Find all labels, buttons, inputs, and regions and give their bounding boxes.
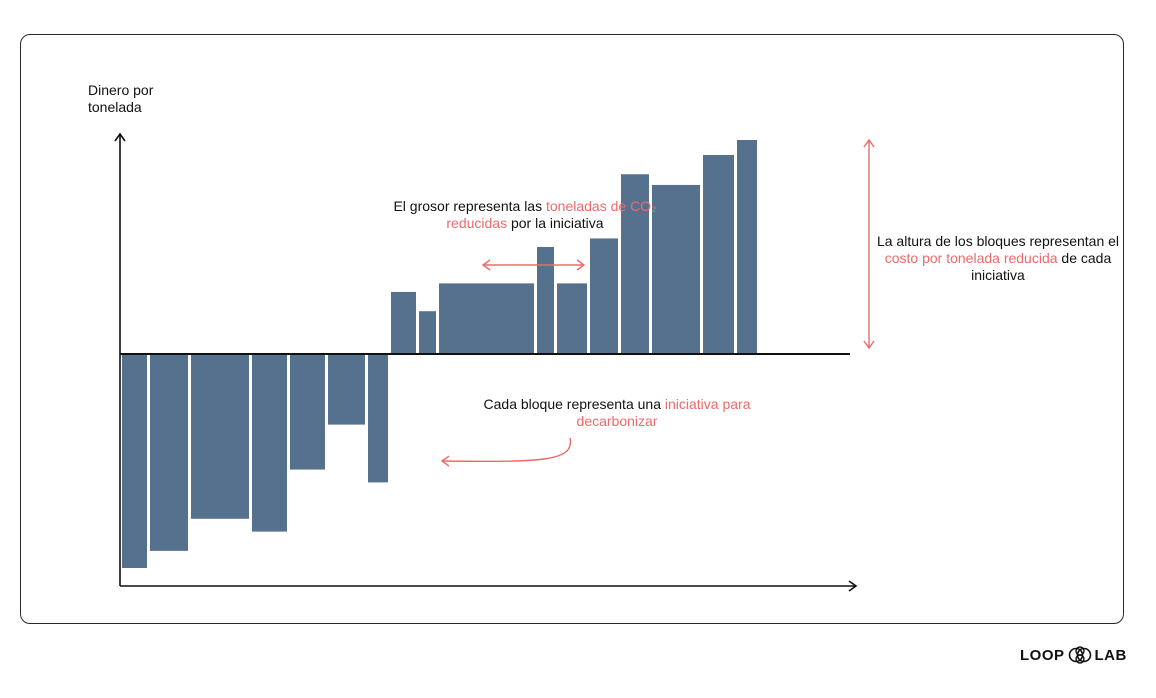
loop-lab-logo: LOOP LAB: [1020, 644, 1127, 666]
bar-12: [557, 283, 587, 354]
bar-16: [703, 154, 734, 354]
bar-3: [191, 354, 249, 519]
bar-2: [150, 354, 188, 551]
bar-17: [737, 140, 757, 354]
block-annotation-highlight: iniciativa para decarbonizar: [576, 396, 751, 429]
thickness-annotation-text: El grosor representa las: [393, 198, 546, 214]
block-pointer-arrow: [440, 437, 572, 467]
logo-text-right: LAB: [1094, 646, 1127, 664]
chart-frame: [20, 34, 1124, 624]
height-annotation-text: La altura de los bloques representan el: [876, 233, 1120, 249]
bars-group: [122, 140, 757, 568]
height-annotation-highlight: costo por tonelada reducida: [884, 250, 1058, 266]
bar-13: [590, 238, 618, 354]
logo-text-left: LOOP: [1020, 646, 1065, 664]
block-annotation: Cada bloque representa una iniciativa pa…: [452, 396, 782, 430]
thickness-annotation-text-end: por la iniciativa: [507, 215, 604, 231]
bar-6: [328, 354, 365, 425]
height-annotation-text-end: de cada iniciativa: [971, 250, 1112, 283]
logo-mark-icon: [1068, 646, 1091, 664]
bar-1: [122, 354, 147, 568]
bar-5: [290, 354, 325, 470]
bar-11: [537, 247, 554, 354]
bar-7: [368, 354, 388, 483]
bar-14: [621, 174, 649, 354]
bar-4: [252, 354, 287, 532]
bar-9: [419, 311, 436, 354]
bar-10: [439, 283, 534, 354]
height-annotation: La altura de los bloques representan el …: [870, 233, 1126, 284]
thickness-annotation: El grosor representa las toneladas de CO…: [380, 198, 670, 232]
bar-15: [652, 184, 700, 354]
block-annotation-text: Cada bloque representa una: [483, 396, 665, 412]
bar-8: [391, 291, 416, 354]
thickness-annotation-highlight: toneladas de CO₂ reducidas: [446, 198, 657, 231]
y-axis-title: Dinero por tonelada: [88, 82, 154, 115]
